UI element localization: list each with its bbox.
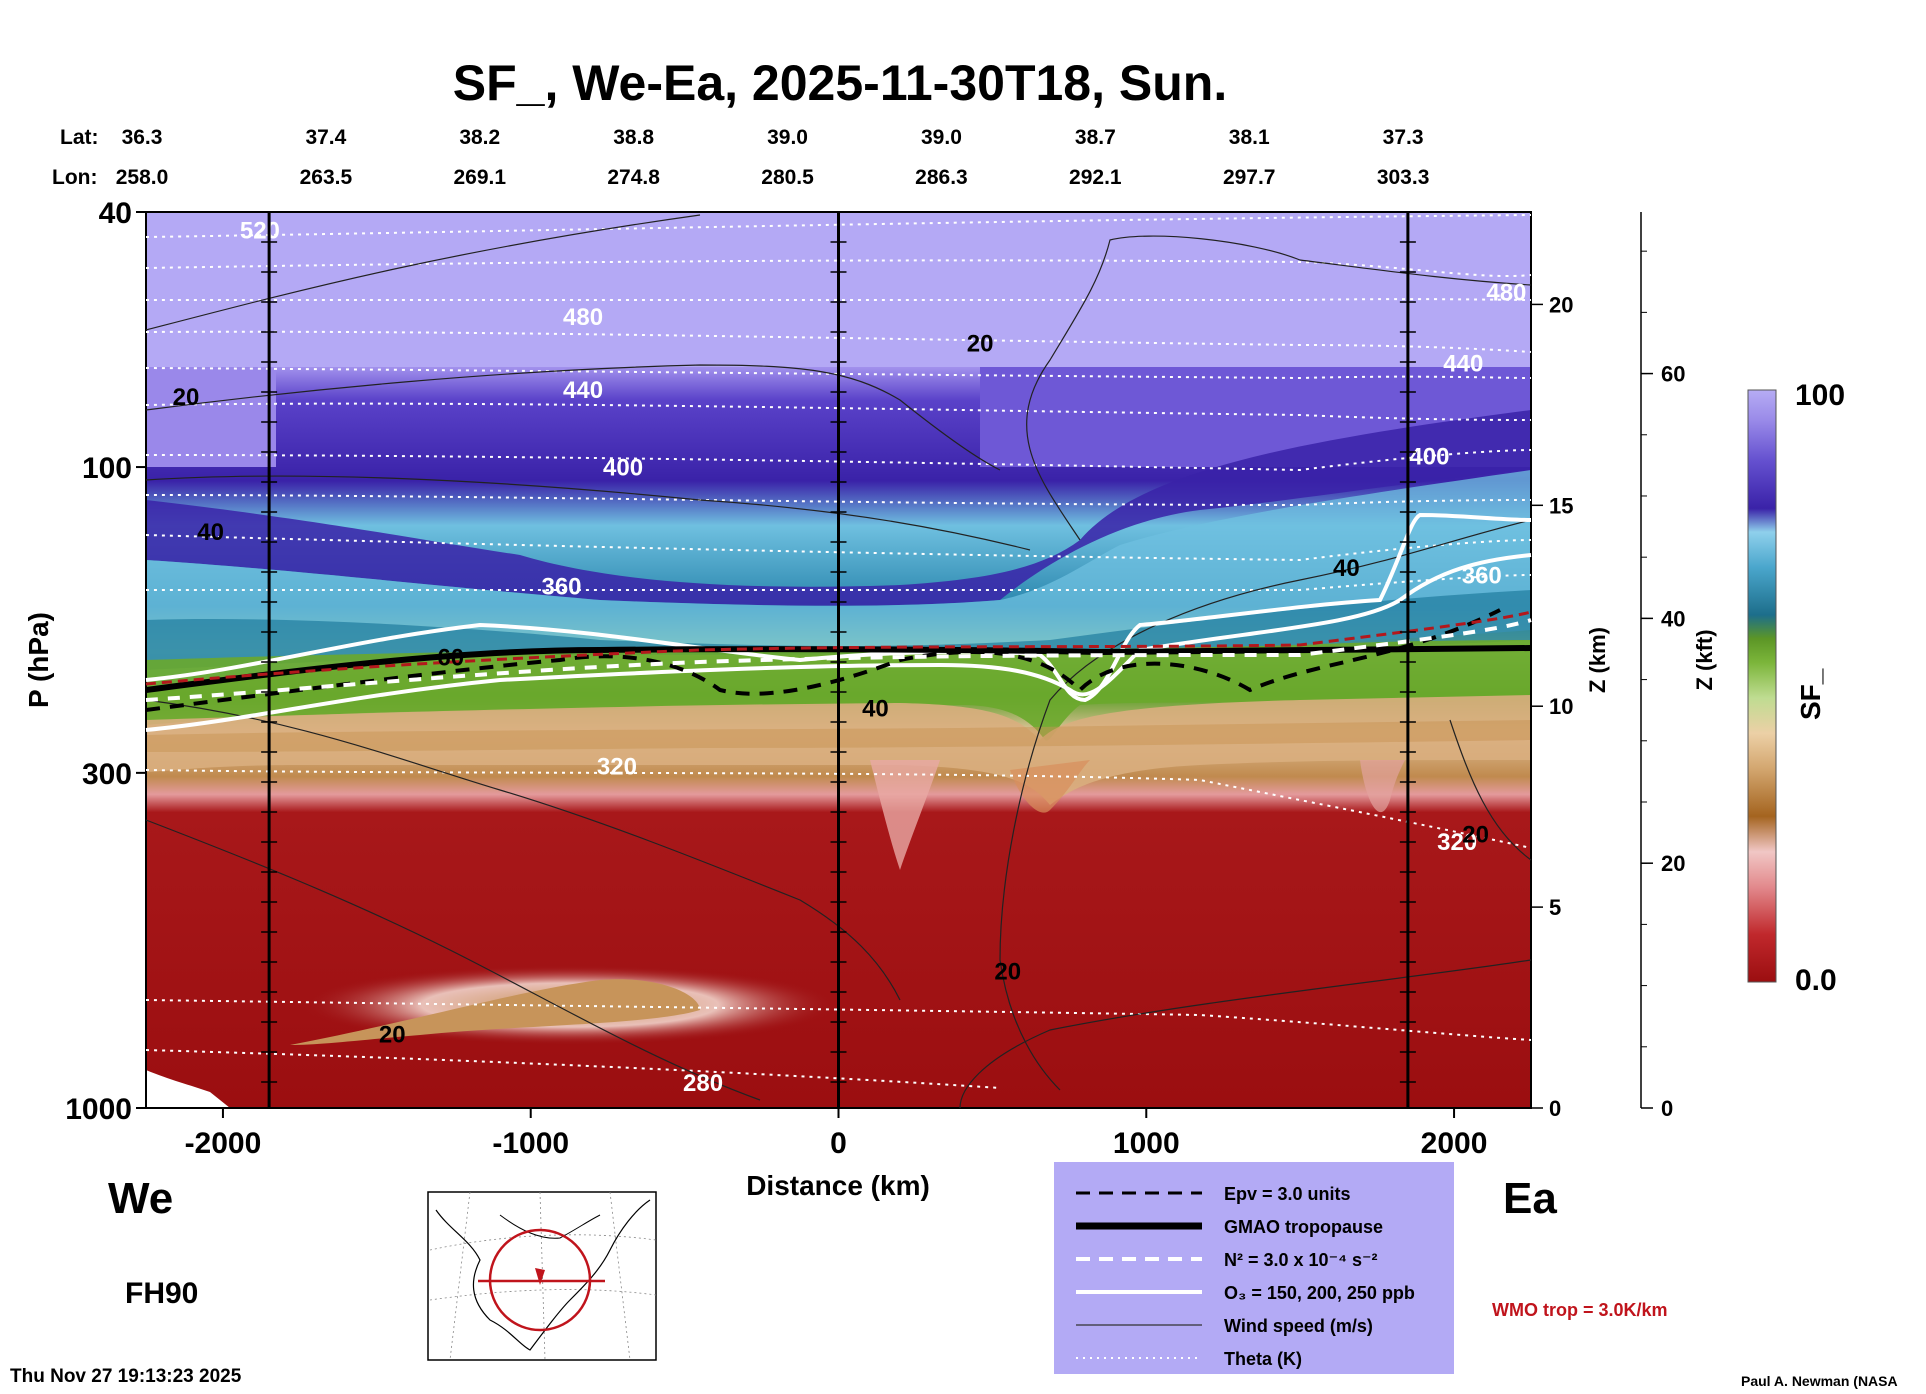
x-tick-label: -1000 [492, 1127, 569, 1160]
theta-contours [145, 214, 1532, 1089]
wind-label: 20 [967, 330, 994, 357]
wind-label: 40 [1333, 555, 1360, 582]
lat-value: 39.0 [767, 126, 808, 149]
wind-label: 60 [437, 645, 464, 672]
y-axis-label: P (hPa) [23, 612, 54, 708]
legend-item-label: GMAO tropopause [1224, 1217, 1383, 1237]
target-marker-icon [535, 1268, 545, 1285]
theta-label: 400 [1409, 443, 1449, 470]
epv-contour [145, 608, 1501, 712]
credit: Paul A. Newman (NASA [1741, 1373, 1898, 1389]
z-km-tick-label: 15 [1549, 493, 1573, 518]
legend-item-label: Theta (K) [1224, 1349, 1302, 1369]
wind-contours [145, 214, 1532, 1109]
theta-label: 440 [563, 377, 603, 404]
z-km-tick-label: 0 [1549, 1096, 1561, 1121]
gmao-tropopause [145, 645, 1532, 693]
wmo-tropopause [145, 610, 1532, 686]
p-tick-label: 300 [82, 758, 132, 791]
lon-value: 258.0 [116, 166, 169, 189]
colorbar-scale [1747, 389, 1777, 983]
x-tick-label: 2000 [1421, 1127, 1488, 1160]
theta-label: 440 [1443, 351, 1483, 378]
z-kft-tick-label: 20 [1661, 851, 1685, 876]
legend-item-label: O₃ = 150, 200, 250 ppb [1224, 1283, 1415, 1303]
theta-label: 520 [240, 218, 280, 245]
p-tick-label: 1000 [65, 1093, 132, 1126]
z-km-tick-label: 20 [1549, 292, 1573, 317]
theta-label: 480 [563, 304, 603, 331]
wind-label: 20 [1462, 821, 1489, 848]
lon-header: Lon: [52, 166, 97, 189]
z-km-tick-label: 5 [1549, 895, 1561, 920]
lat-header: Lat: [60, 126, 99, 149]
ozone-contours [145, 512, 1532, 732]
lat-value: 38.7 [1075, 126, 1116, 149]
theta-label: 480 [1486, 280, 1526, 307]
theta-label: 360 [1462, 563, 1502, 590]
lat-value: 38.8 [613, 126, 654, 149]
x-tick-label: -2000 [185, 1127, 262, 1160]
lon-value: 297.7 [1223, 166, 1276, 189]
lon-value: 274.8 [607, 166, 660, 189]
wind-label: 40 [862, 695, 889, 722]
lon-value: 292.1 [1069, 166, 1122, 189]
colorbar-max-label: 100 [1795, 379, 1845, 412]
z-kft-tick-label: 60 [1661, 362, 1685, 387]
contour-labels: 5204804404003603202804804404003603202040… [173, 218, 1527, 1097]
contour-overlays [145, 214, 1532, 1109]
x-axis-label: Distance (km) [746, 1170, 930, 1201]
x-tick-label: 1000 [1113, 1127, 1180, 1160]
colorbar-label: SF_ [1795, 668, 1826, 720]
forecast-hour: FH90 [125, 1277, 198, 1310]
lat-value: 38.1 [1229, 126, 1270, 149]
wind-label: 20 [379, 1021, 406, 1048]
wind-label: 20 [173, 384, 200, 411]
lon-value: 269.1 [453, 166, 506, 189]
z-kft-tick-label: 0 [1661, 1096, 1673, 1121]
theta-label: 400 [603, 454, 643, 481]
lon-value: 303.3 [1377, 166, 1430, 189]
lon-value: 263.5 [300, 166, 353, 189]
axes: -2000 -1000 0 1000 2000 40 100 300 1000 0 5 10 15 20 0… [65, 197, 1685, 1160]
legend: Epv = 3.0 units GMAO tropopause N² = 3.0 x… [1054, 1162, 1454, 1374]
lat-value: 37.3 [1383, 126, 1424, 149]
timestamp: Thu Nov 27 19:13:23 2025 [10, 1366, 242, 1387]
wind-label: 40 [197, 519, 224, 546]
n2-contour [145, 618, 1532, 702]
lat-lon-header: Lat: Lon: 36.3 258.0 37.4 263.5 38.2 269.1 38.… [52, 126, 1429, 189]
wind-label: 20 [994, 958, 1021, 985]
lat-value: 37.4 [305, 126, 346, 149]
lon-value: 286.3 [915, 166, 968, 189]
lon-value: 280.5 [761, 166, 814, 189]
theta-label: 360 [541, 573, 581, 600]
p-tick-label: 100 [82, 452, 132, 485]
lat-value: 36.3 [122, 126, 163, 149]
legend-item-label: Wind speed (m/s) [1224, 1316, 1373, 1336]
z-kft-label: Z (kft) [1692, 629, 1717, 690]
theta-label: 320 [1437, 829, 1477, 856]
colorbar: 100 0.0 SF_ [1747, 379, 1845, 997]
theta-label: 320 [597, 754, 637, 781]
west-label: We [108, 1174, 173, 1223]
z-kft-tick-label: 40 [1661, 606, 1685, 631]
colorbar-min-label: 0.0 [1795, 964, 1837, 997]
z-km-tick-label: 10 [1549, 694, 1573, 719]
inset-map [427, 1191, 657, 1361]
legend-item-label: N² = 3.0 x 10⁻⁴ s⁻² [1224, 1250, 1377, 1270]
theta-label: 280 [683, 1070, 723, 1097]
legend-item-label: Epv = 3.0 units [1224, 1184, 1351, 1204]
x-tick-label: 0 [830, 1127, 847, 1160]
lat-value: 38.2 [459, 126, 500, 149]
chart-title: SF_, We-Ea, 2025-11-30T18, Sun. [453, 55, 1227, 111]
lat-value: 39.0 [921, 126, 962, 149]
east-label: Ea [1503, 1174, 1557, 1223]
distance-markers [261, 212, 1416, 1108]
z-km-label: Z (km) [1585, 627, 1610, 693]
wmo-trop-label: WMO trop = 3.0K/km [1492, 1300, 1668, 1320]
p-tick-label: 40 [99, 197, 132, 230]
